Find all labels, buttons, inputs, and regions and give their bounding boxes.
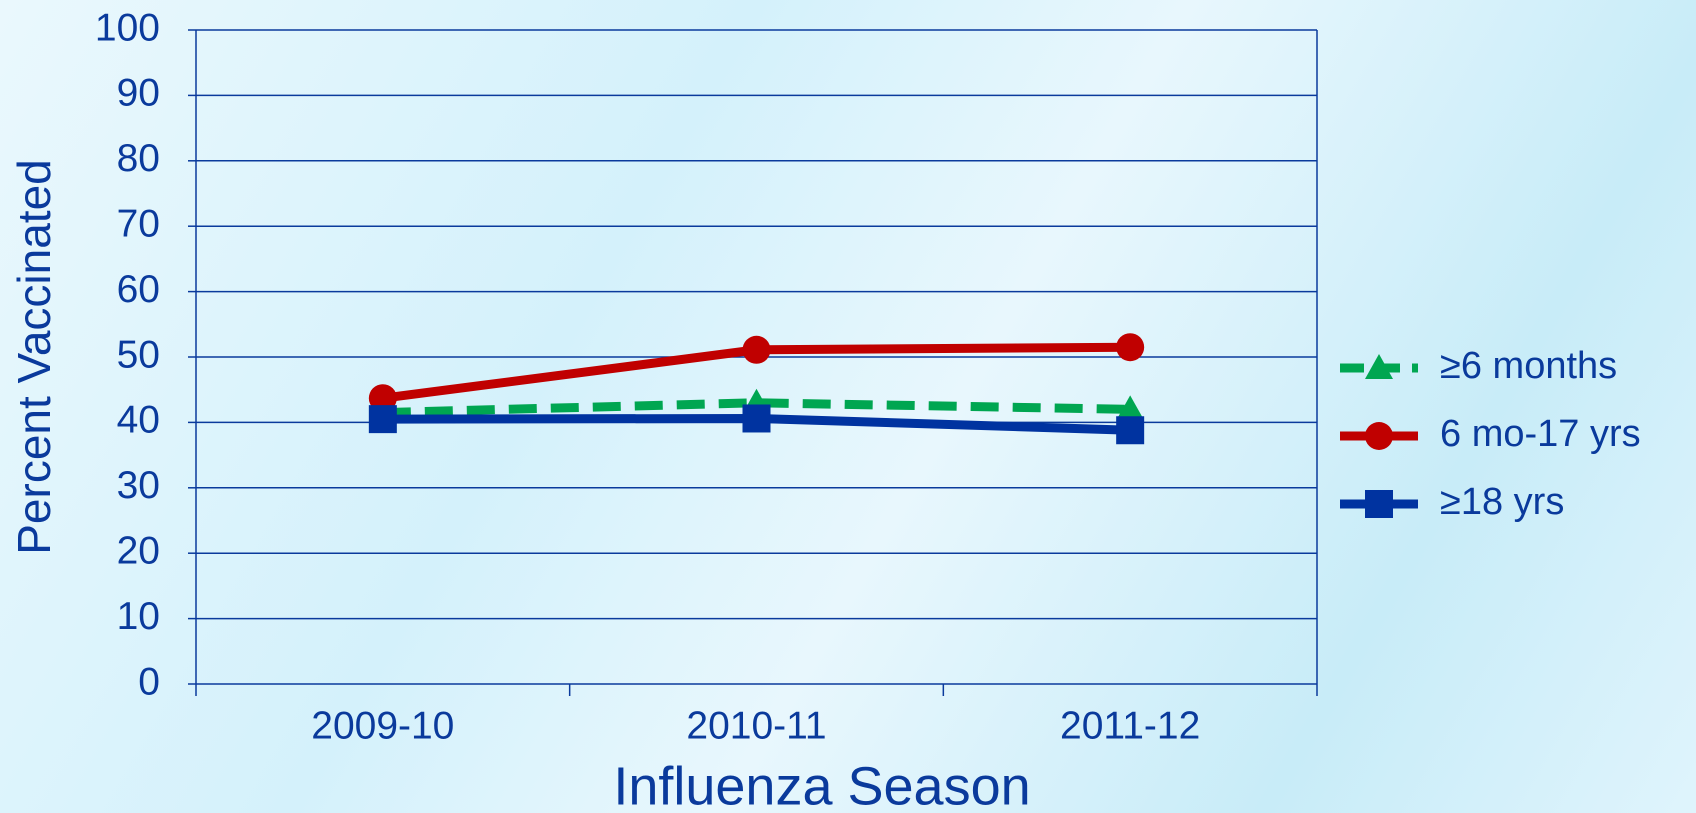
point bbox=[1365, 490, 1393, 518]
y-tick-label: 10 bbox=[117, 595, 160, 638]
y-tick-label: 0 bbox=[138, 660, 160, 703]
x-tick-label: 2010-11 bbox=[686, 704, 826, 747]
y-tick-label: 100 bbox=[95, 6, 160, 49]
point bbox=[1116, 416, 1145, 445]
legend-label: ≥18 yrs bbox=[1440, 481, 1564, 523]
legend-label: 6 mo-17 yrs bbox=[1440, 413, 1641, 455]
y-tick-label: 70 bbox=[117, 202, 160, 245]
point bbox=[742, 335, 771, 364]
x-axis-title: Influenza Season bbox=[613, 756, 1030, 813]
y-tick-label: 50 bbox=[117, 333, 160, 376]
point bbox=[742, 404, 771, 433]
y-tick-label: 60 bbox=[117, 268, 160, 311]
y-tick-label: 80 bbox=[117, 137, 160, 180]
y-tick-label: 40 bbox=[117, 399, 160, 442]
x-tick-label: 2011-12 bbox=[1060, 704, 1200, 747]
point bbox=[1116, 395, 1145, 421]
x-tick-label: 2009-10 bbox=[311, 704, 454, 747]
point bbox=[1365, 422, 1393, 450]
point bbox=[1365, 354, 1393, 379]
y-tick-label: 90 bbox=[117, 72, 160, 115]
y-tick-label: 20 bbox=[117, 529, 160, 572]
y-tick-label: 30 bbox=[117, 464, 160, 507]
legend-label: ≥6 months bbox=[1440, 345, 1617, 387]
y-axis-title: Percent Vaccinated bbox=[8, 159, 60, 555]
point bbox=[368, 405, 397, 434]
point bbox=[1116, 333, 1145, 362]
